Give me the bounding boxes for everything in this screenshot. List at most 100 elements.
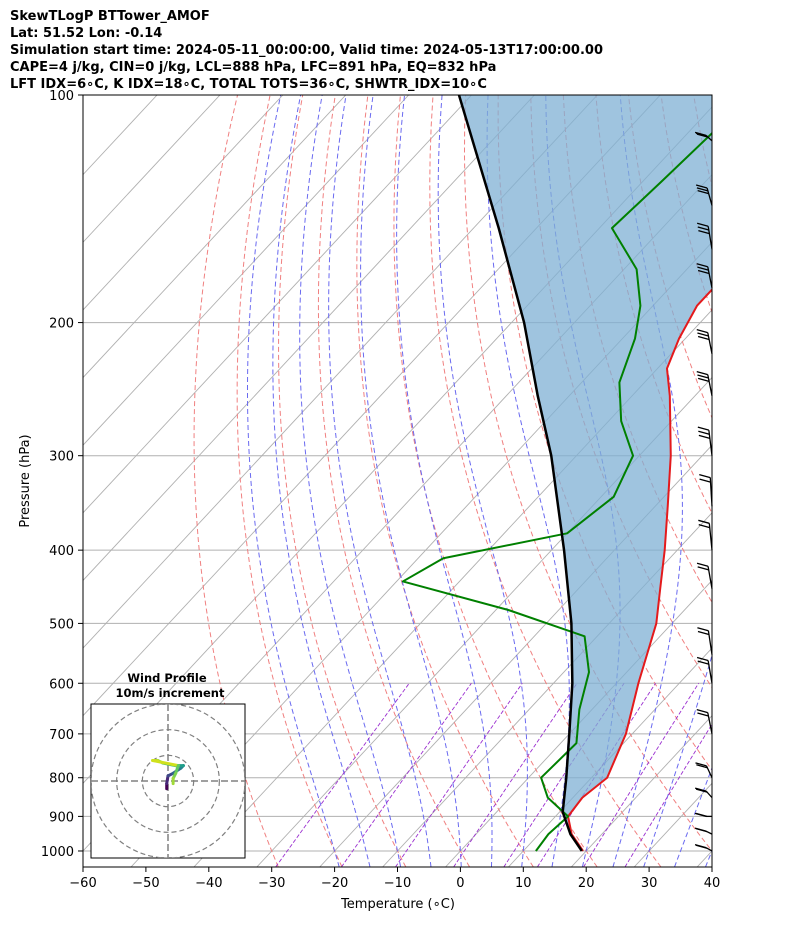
y-tick-label: 300 [49,450,74,465]
wind-barb-staff [707,266,713,289]
dry-adiabat-line [278,95,407,867]
wind-barb-flag [698,230,710,235]
wind-barb [694,131,713,142]
isotherm-line [83,95,221,243]
wind-barb-flag [699,473,711,479]
dry-adiabat-line [463,95,712,852]
wind-barb-flag [697,627,709,632]
wind-barb [696,329,713,354]
x-tick-label: 0 [456,876,464,891]
dry-adiabat-line [317,95,471,867]
wind-barb-flag [695,828,708,833]
mixing-ratio-line [341,683,472,867]
wind-barb [696,656,713,684]
wind-barb-staff [705,830,713,835]
wind-barb-flag [697,566,709,571]
wind-barb-flag [696,187,709,192]
wind-barb-flag [697,335,710,341]
wind-barb-flag [697,266,709,271]
wind-barb [696,222,713,250]
wind-barb-flag [697,226,709,231]
wind-barb-flag [695,788,708,793]
isotherm-line [83,95,284,311]
wind-barb [696,370,713,396]
wind-barb [694,827,713,835]
wind-barb-flag [697,630,710,636]
wind-barb-flag [697,332,709,337]
isotherm-line [508,647,712,867]
wind-barb [694,812,712,818]
isotherm-line [83,95,347,379]
moist-adiabat-line [705,849,712,867]
wind-barb-staff [707,660,713,684]
y-tick-label: 100 [49,89,74,104]
moist-adiabat-line [328,95,432,867]
wind-barb-staff [707,712,713,735]
isotherm-line [382,512,712,867]
x-tick-label: −40 [195,876,222,891]
wind-barb [694,787,713,799]
moist-adiabat-line [360,95,462,867]
dry-adiabat-line [236,95,343,867]
dry-adiabat-line [726,95,794,867]
wind-barb-flag [696,222,709,227]
hodograph-inset: Wind Profile 10m/s increment [90,671,246,859]
mixing-ratio-line [453,683,578,867]
wind-barb [698,519,713,551]
dry-adiabat-line [429,95,662,867]
wind-barb-staff [707,374,713,396]
wind-barb-flag [697,660,709,665]
wind-barb-staff [708,523,713,551]
wind-barb [697,426,713,456]
mixing-ratio-line [395,683,523,867]
moist-adiabat-line [612,95,683,867]
wind-barb-staff [709,477,713,507]
y-tick-label: 700 [49,728,74,743]
isotherm-line [445,579,712,867]
hodograph-subtitle: 10m/s increment [116,686,225,700]
wind-barb-flag [696,263,708,268]
isotherm-line [319,444,712,867]
indices-line: LFT IDX=6∘C, K IDX=18∘C, TOTAL TOTS=36∘C… [10,77,487,92]
hodograph-segment [151,758,180,768]
isotherm-line [83,95,535,582]
wind-barb-flag [696,656,709,662]
isotherm-line [83,95,409,446]
wind-barb-staff [707,332,713,354]
wind-barb-flag [698,519,710,524]
x-axis-label: Temperature (∘C) [340,897,455,912]
hodograph-plot [91,704,245,858]
wind-barb-flag [695,812,708,818]
moist-adiabat-line [246,95,340,867]
dry-adiabat-line [497,95,712,771]
wind-barb-flag [697,426,710,431]
isotherm-line [193,309,712,867]
moist-adiabat-line [299,95,402,867]
cape-shading [458,95,712,828]
wind-barb-flag [697,269,710,275]
wind-barb-flag [696,764,708,769]
wind-barb [695,762,713,778]
wind-barb-staff [707,226,713,250]
cape-line: CAPE=4 j/kg, CIN=0 j/kg, LCL=888 hPa, LF… [10,60,497,75]
wind-barb-staff [707,630,713,655]
wind-barb-flag [695,762,707,767]
moist-adiabat-line [437,95,528,867]
wind-barb-flag [696,133,709,138]
wind-barb-staff [707,566,713,589]
figure-title: SkewTLogP BTTower_AMOF [10,9,210,24]
wind-barb-flag [699,478,711,483]
x-tick-label: 20 [578,876,595,891]
time-line: Simulation start time: 2024-05-11_00:00:… [10,43,603,58]
y-tick-label: 800 [49,772,74,787]
wind-barb-flag [695,184,708,189]
moist-adiabat-line [643,653,712,867]
wind-barb-flag [698,434,711,439]
wind-barb [696,263,713,289]
wind-barb-flag [695,844,708,849]
profile-lines [401,95,712,852]
location-line: Lat: 51.52 Lon: -0.14 [10,26,163,41]
isotherm-line [83,95,598,649]
wind-barb-flag [697,712,709,717]
